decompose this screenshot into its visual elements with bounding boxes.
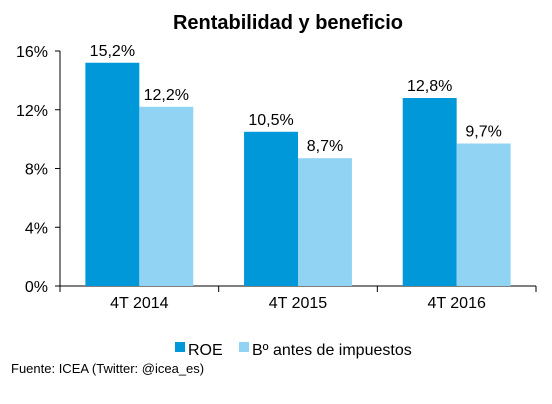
x-tick-label: 4T 2014 (110, 295, 169, 312)
bar-value-label: 10,5% (248, 112, 293, 129)
y-tick-label: 16% (16, 44, 48, 61)
bar (85, 62, 140, 286)
y-tick-label: 12% (16, 103, 48, 120)
bar (402, 98, 457, 286)
y-tick-label: 8% (25, 162, 48, 179)
x-tick-label: 4T 2015 (269, 295, 328, 312)
legend-swatch-beneficio (239, 342, 249, 352)
legend-label-beneficio: Bº antes de impuestos (252, 342, 412, 359)
bar-value-label: 8,7% (307, 138, 343, 155)
bar (456, 143, 511, 286)
bar-value-label: 12,8% (407, 78, 452, 95)
x-axis: 4T 2014 4T 2015 4T 2016 (59, 285, 537, 312)
bar-labels: 15,2% 10,5% 12,8% 12,2% 8,7% 9,7% (90, 43, 502, 155)
y-tick-label: 0% (25, 279, 48, 296)
bar (139, 106, 194, 286)
y-tick-label: 4% (25, 220, 48, 237)
y-axis: 0% 4% 8% 12% 16% (16, 44, 61, 296)
bar-value-label: 15,2% (90, 43, 135, 60)
bars (85, 62, 511, 286)
legend: ROE Bº antes de impuestos (175, 342, 412, 359)
bar-value-label: 9,7% (465, 124, 501, 141)
source-note: Fuente: ICEA (Twitter: @icea_es) (11, 361, 204, 376)
bar-value-label: 12,2% (144, 87, 189, 104)
legend-swatch-roe (175, 342, 185, 352)
bar (244, 131, 298, 286)
bar (298, 158, 352, 286)
legend-label-roe: ROE (188, 342, 223, 359)
x-tick-label: 4T 2016 (427, 295, 486, 312)
chart-title: Rentabilidad y beneficio (173, 12, 403, 34)
